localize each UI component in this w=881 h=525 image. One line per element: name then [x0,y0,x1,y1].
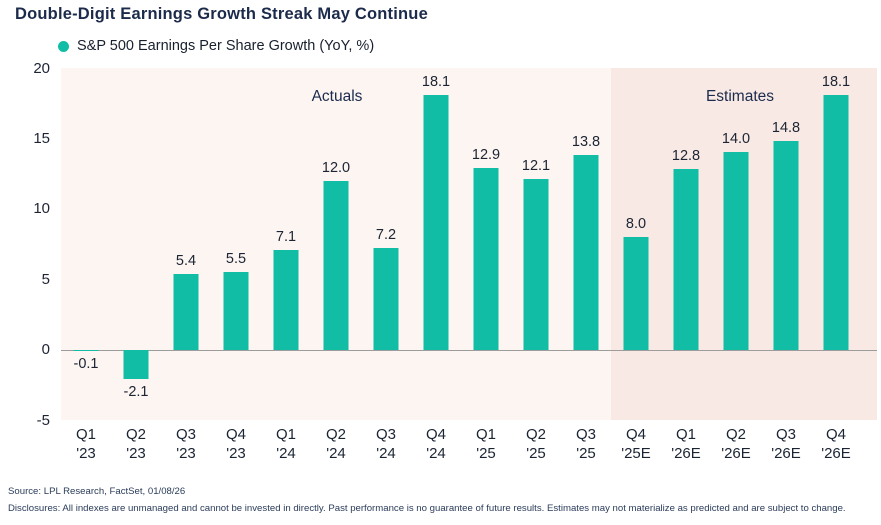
bar-value-label: 18.1 [821,73,851,90]
bar-value-label: 5.4 [175,252,197,269]
bar-value-label: -2.1 [123,384,149,401]
bars-container: -0.1 -2.1 5.4 5.5 7.1 12.0 7.2 18.1 12.9 12.1 13.8… [61,68,877,420]
x-tick-label: Q3'24 [375,426,396,462]
y-tick-label: 0 [41,341,50,359]
bar-slot: 14.8 [761,68,811,420]
bar-value-label: 7.2 [375,227,397,244]
bar-value-label: 12.8 [671,148,701,165]
y-tick-label: 5 [41,270,50,288]
x-tick-label: Q3'23 [175,426,196,462]
x-tick-label: Q3'26E [771,426,801,462]
bar [123,349,149,380]
legend-dot-icon [58,40,69,52]
region-annotation: Actuals [311,88,363,105]
bar-slot: 7.2 [361,68,411,420]
x-tick-label: Q2'23 [125,426,146,462]
y-tick-label: 15 [33,129,50,147]
x-tick-label: Q1'25 [475,426,496,462]
x-tick-label: Q2'25 [525,426,546,462]
x-tick-label: Q4'24 [425,426,446,462]
legend: S&P 500 Earnings Per Share Growth (YoY, … [58,38,374,54]
bar [373,248,399,350]
bar-value-label: 8.0 [625,215,647,232]
bar [473,167,499,350]
disclosures-note: Disclosures: All indexes are unmanaged a… [8,503,846,514]
bar [223,272,249,350]
x-tick-label: Q4'25E [621,426,651,462]
y-tick-label: -5 [36,411,50,429]
y-tick-label: 20 [33,59,50,77]
bar-value-label: 12.1 [521,158,551,175]
x-tick-label: Q2'24 [325,426,346,462]
bar-slot: 8.0 [611,68,661,420]
bar-slot: 18.1 [411,68,461,420]
bar-slot: 12.8 [661,68,711,420]
bar-value-label: 12.9 [471,146,501,163]
bar [673,169,699,350]
bar-value-label: -0.1 [73,356,99,372]
bar-value-label: 12.0 [321,159,351,176]
x-axis: Q1'23 Q2'23 Q3'23 Q4'23 Q1'24 Q2'24 Q3'24 Q4'24… [61,426,877,463]
bar-slot: 5.5 [211,68,261,420]
bar [773,141,799,350]
bar [723,152,749,350]
x-tick-label: Q1'24 [275,426,296,462]
x-tick-label: Q3'25 [575,426,596,462]
bar [73,349,99,351]
bar [573,155,599,350]
source-note: Source: LPL Research, FactSet, 01/08/26 [8,486,186,497]
bar-value-label: 14.8 [771,120,801,137]
bar [423,94,449,350]
plot-area: -0.1 -2.1 5.4 5.5 7.1 12.0 7.2 18.1 12.9 12.1 13.8… [61,68,877,420]
bar-value-label: 13.8 [571,134,601,151]
bar-value-label: 5.5 [225,251,247,268]
y-tick-label: 10 [33,200,50,218]
bar-slot: 12.9 [461,68,511,420]
bar-slot: 7.1 [261,68,311,420]
bar-slot: 5.4 [161,68,211,420]
bar-slot: -2.1 [111,68,161,420]
x-tick-label: Q4'26E [821,426,851,462]
bar [623,236,649,350]
bar-value-label: 18.1 [421,73,451,90]
zero-baseline [61,349,877,351]
bar-slot: 18.1 [811,68,861,420]
bar [823,94,849,350]
legend-label: S&P 500 Earnings Per Share Growth (YoY, … [77,38,375,54]
bar [273,249,299,350]
y-axis: 20 15 10 5 0 -5 [0,60,50,429]
bar-value-label: 7.1 [275,228,297,245]
bar-slot: 12.1 [511,68,561,420]
x-tick-label: Q1'23 [75,426,96,462]
region-annotation: Estimates [705,88,775,105]
x-tick-label: Q2'26E [721,426,751,462]
bar [173,273,199,350]
bar [323,180,349,350]
x-tick-label: Q4'23 [225,426,246,462]
bar-slot: 12.0 [311,68,361,420]
bar-value-label: 14.0 [721,131,751,148]
x-tick-label: Q1'26E [671,426,701,462]
chart-title: Double-Digit Earnings Growth Streak May … [15,5,428,23]
bar-slot: 14.0 [711,68,761,420]
bar-slot: 13.8 [561,68,611,420]
bar-slot: -0.1 [61,68,111,420]
bar [523,179,549,350]
